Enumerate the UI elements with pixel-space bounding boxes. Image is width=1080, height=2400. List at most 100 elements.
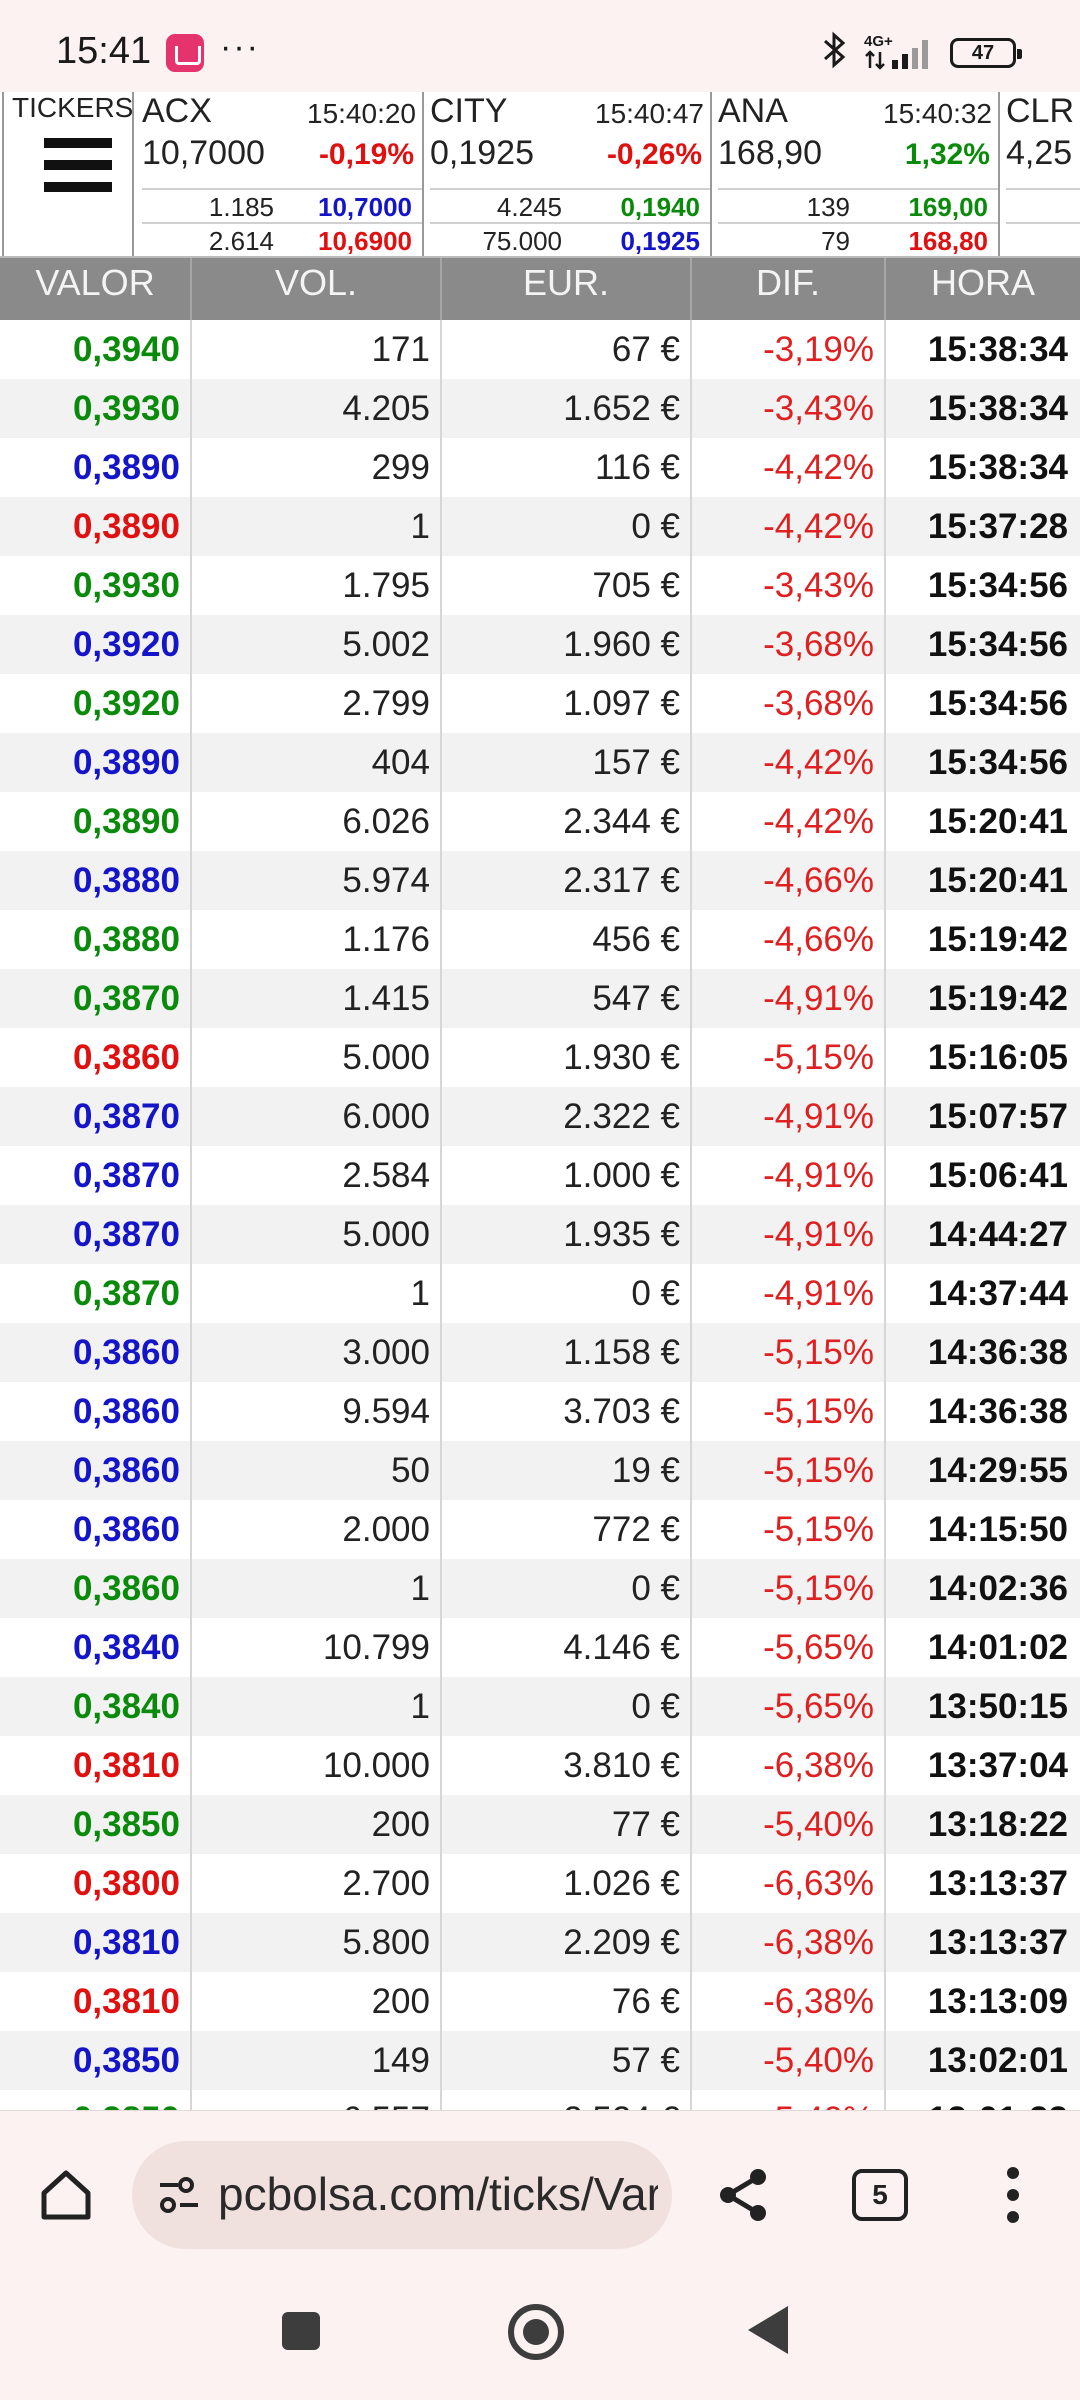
cell-hora: 14:37:44 bbox=[927, 1274, 1068, 1313]
table-row[interactable]: 0,3840 10.799 4.146 € -5,65% 14:01:02 bbox=[0, 1618, 1080, 1677]
ticker-acx[interactable]: ACX 15:40:20 10,7000 -0,19% 1.185 10,7000 2.61… bbox=[136, 92, 424, 256]
cell-eur: 1.000 € bbox=[442, 1146, 692, 1205]
cell-valor: 0,3890 bbox=[0, 733, 192, 792]
table-row[interactable]: 0,3870 1 0 € -4,91% 14:37:44 bbox=[0, 1264, 1080, 1323]
cell-vol: 149 bbox=[192, 2031, 442, 2090]
table-row[interactable]: 0,3810 10.000 3.810 € -6,38% 13:37:04 bbox=[0, 1736, 1080, 1795]
table-row[interactable]: 0,3870 2.584 1.000 € -4,91% 15:06:41 bbox=[0, 1146, 1080, 1205]
cell-vol: 200 bbox=[192, 1795, 442, 1854]
cell-hora: 13:02:01 bbox=[927, 2041, 1068, 2080]
cell-eur: 0 € bbox=[442, 497, 692, 556]
tickers-label: TICKERS bbox=[12, 92, 134, 123]
table-row[interactable]: 0,3940 171 67 € -3,19% 15:38:34 bbox=[0, 320, 1080, 379]
cell-valor: 0,3890 bbox=[0, 792, 192, 851]
share-icon[interactable] bbox=[712, 2163, 776, 2227]
cell-vol: 6.026 bbox=[192, 792, 442, 851]
cell-eur: 116 € bbox=[442, 438, 692, 497]
table-row[interactable]: 0,3850 149 57 € -5,40% 13:02:01 bbox=[0, 2031, 1080, 2090]
ticker-change: 1,32% bbox=[904, 138, 990, 171]
cell-dif: -6,38% bbox=[692, 1736, 886, 1795]
cell-dif: -6,38% bbox=[692, 1972, 886, 2031]
cell-valor: 0,3850 bbox=[0, 2031, 192, 2090]
table-row[interactable]: 0,3810 200 76 € -6,38% 13:13:09 bbox=[0, 1972, 1080, 2031]
table-row[interactable]: 0,3800 2.700 1.026 € -6,63% 13:13:37 bbox=[0, 1854, 1080, 1913]
table-row[interactable]: 0,3860 9.594 3.703 € -5,15% 14:36:38 bbox=[0, 1382, 1080, 1441]
table-row[interactable]: 0,3880 1.176 456 € -4,66% 15:19:42 bbox=[0, 910, 1080, 969]
table-row[interactable]: 0,3890 404 157 € -4,42% 15:34:56 bbox=[0, 733, 1080, 792]
table-row[interactable]: 0,3860 5.000 1.930 € -5,15% 15:16:05 bbox=[0, 1028, 1080, 1087]
cell-valor: 0,3920 bbox=[0, 674, 192, 733]
column-header-vol[interactable]: VOL. bbox=[192, 258, 442, 320]
cell-valor: 0,3860 bbox=[0, 1382, 192, 1441]
table-row[interactable]: 0,3880 5.974 2.317 € -4,66% 15:20:41 bbox=[0, 851, 1080, 910]
ticker-city[interactable]: CITY 15:40:47 0,1925 -0,26% 4.245 0,1940 75.00… bbox=[424, 92, 712, 256]
cell-eur: 772 € bbox=[442, 1500, 692, 1559]
table-row[interactable]: 0,3860 3.000 1.158 € -5,15% 14:36:38 bbox=[0, 1323, 1080, 1382]
cell-dif: -5,15% bbox=[692, 1500, 886, 1559]
column-header-eur[interactable]: EUR. bbox=[442, 258, 692, 320]
table-row[interactable]: 0,38506.5572.524 €-5,40%13:01:33 bbox=[0, 2090, 1080, 2110]
table-row[interactable]: 0,3810 5.800 2.209 € -6,38% 13:13:37 bbox=[0, 1913, 1080, 1972]
table-header: VALOR VOL. EUR. DIF. HORA bbox=[0, 258, 1080, 320]
site-settings-icon[interactable] bbox=[156, 2175, 202, 2215]
recents-button[interactable] bbox=[282, 2312, 320, 2350]
cell-vol: 1.176 bbox=[192, 910, 442, 969]
trades-table[interactable]: 0,3940 171 67 € -3,19% 15:38:34 0,3930 4.205 1.… bbox=[0, 320, 1080, 2110]
cell-eur: 2.344 € bbox=[442, 792, 692, 851]
column-header-hora[interactable]: HORA bbox=[930, 262, 1035, 303]
system-navigation-bar bbox=[0, 2280, 1080, 2400]
cell-dif: -5,40% bbox=[692, 1795, 886, 1854]
cell-vol: 10.799 bbox=[192, 1618, 442, 1677]
table-row[interactable]: 0,3870 5.000 1.935 € -4,91% 14:44:27 bbox=[0, 1205, 1080, 1264]
table-row[interactable]: 0,3840 1 0 € -5,65% 13:50:15 bbox=[0, 1677, 1080, 1736]
cell-hora: 13:01:33 bbox=[886, 2090, 1080, 2110]
home-button[interactable] bbox=[508, 2304, 564, 2360]
cell-hora: 15:20:41 bbox=[927, 802, 1068, 841]
cell-hora: 15:34:56 bbox=[927, 566, 1068, 605]
address-bar[interactable]: pcbolsa.com/ticks/Var bbox=[132, 2141, 672, 2249]
table-row[interactable]: 0,3890 6.026 2.344 € -4,42% 15:20:41 bbox=[0, 792, 1080, 851]
cell-eur: 456 € bbox=[442, 910, 692, 969]
more-options-icon[interactable] bbox=[990, 2159, 1038, 2231]
cell-dif: -4,91% bbox=[692, 1146, 886, 1205]
cell-hora: 15:37:28 bbox=[927, 507, 1068, 546]
cell-dif: -5,15% bbox=[692, 1323, 886, 1382]
cell-eur: 4.146 € bbox=[442, 1618, 692, 1677]
table-row[interactable]: 0,3930 1.795 705 € -3,43% 15:34:56 bbox=[0, 556, 1080, 615]
table-row[interactable]: 0,3860 1 0 € -5,15% 14:02:36 bbox=[0, 1559, 1080, 1618]
table-row[interactable]: 0,3870 1.415 547 € -4,91% 15:19:42 bbox=[0, 969, 1080, 1028]
cell-hora: 15:16:05 bbox=[927, 1038, 1068, 1077]
cell-hora: 15:34:56 bbox=[927, 684, 1068, 723]
cell-eur: 67 € bbox=[442, 320, 692, 379]
cell-eur: 3.703 € bbox=[442, 1382, 692, 1441]
back-button[interactable] bbox=[748, 2306, 788, 2354]
more-notifications-icon: ··· bbox=[220, 28, 260, 66]
cell-hora: 15:34:56 bbox=[927, 625, 1068, 664]
cell-vol: 1 bbox=[192, 1559, 442, 1618]
table-row[interactable]: 0,3920 5.002 1.960 € -3,68% 15:34:56 bbox=[0, 615, 1080, 674]
table-row[interactable]: 0,3850 200 77 € -5,40% 13:18:22 bbox=[0, 1795, 1080, 1854]
table-row[interactable]: 0,3860 2.000 772 € -5,15% 14:15:50 bbox=[0, 1500, 1080, 1559]
table-row[interactable]: 0,3890 1 0 € -4,42% 15:37:28 bbox=[0, 497, 1080, 556]
column-header-valor[interactable]: VALOR bbox=[0, 258, 192, 320]
cell-eur: 3.810 € bbox=[442, 1736, 692, 1795]
tab-switcher-button[interactable]: 5 bbox=[852, 2169, 908, 2221]
ticker-ana[interactable]: ANA 15:40:32 168,90 1,32% 139 169,00 79 168,80 bbox=[712, 92, 1000, 256]
cell-vol: 5.000 bbox=[192, 1028, 442, 1087]
cell-eur: 1.026 € bbox=[442, 1854, 692, 1913]
cell-dif: -5,15% bbox=[692, 1441, 886, 1500]
table-row[interactable]: 0,3860 50 19 € -5,15% 14:29:55 bbox=[0, 1441, 1080, 1500]
column-header-dif[interactable]: DIF. bbox=[692, 258, 886, 320]
cell-vol: 50 bbox=[192, 1441, 442, 1500]
home-icon[interactable] bbox=[34, 2163, 98, 2227]
table-row[interactable]: 0,3930 4.205 1.652 € -3,43% 15:38:34 bbox=[0, 379, 1080, 438]
table-row[interactable]: 0,3920 2.799 1.097 € -3,68% 15:34:56 bbox=[0, 674, 1080, 733]
tickers-menu-button[interactable]: TICKERS bbox=[2, 92, 134, 256]
table-row[interactable]: 0,3890 299 116 € -4,42% 15:38:34 bbox=[0, 438, 1080, 497]
cell-dif: -4,42% bbox=[692, 438, 886, 497]
cell-hora: 15:38:34 bbox=[927, 389, 1068, 428]
table-row[interactable]: 0,3870 6.000 2.322 € -4,91% 15:07:57 bbox=[0, 1087, 1080, 1146]
cell-dif: -4,91% bbox=[692, 1264, 886, 1323]
ticker-change: -0,19% bbox=[318, 138, 414, 171]
